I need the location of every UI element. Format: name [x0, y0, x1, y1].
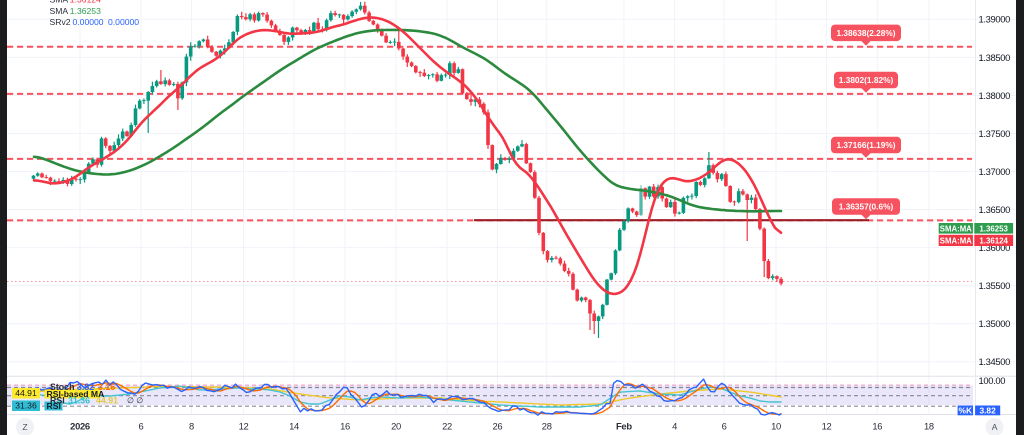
svg-text:Stoch: Stoch: [50, 382, 74, 392]
svg-text:Z: Z: [22, 422, 27, 432]
svg-text:RSI: RSI: [47, 401, 61, 411]
svg-text:2026: 2026: [70, 421, 90, 432]
svg-text:3.16: 3.16: [98, 382, 115, 392]
svg-text:100.00: 100.00: [979, 375, 1006, 386]
svg-text:31.36: 31.36: [15, 401, 37, 411]
svg-text:12: 12: [239, 421, 249, 432]
svg-text:14: 14: [289, 421, 299, 432]
svg-text:6: 6: [139, 421, 144, 432]
svg-text:1.36253: 1.36253: [70, 6, 101, 16]
svg-text:44.91: 44.91: [96, 396, 118, 406]
svg-text:1.36253: 1.36253: [979, 224, 1008, 233]
svg-text:A: A: [992, 422, 998, 432]
svg-text:0.00000: 0.00000: [108, 17, 139, 27]
svg-text:1.36500: 1.36500: [979, 204, 1011, 215]
svg-text:1.36124: 1.36124: [70, 0, 101, 5]
svg-text:SMA:MA: SMA:MA: [940, 236, 972, 245]
svg-text:3.82: 3.82: [77, 382, 94, 392]
svg-text:1.38500: 1.38500: [979, 52, 1011, 63]
svg-text:1.37166(1.19%): 1.37166(1.19%): [836, 140, 895, 150]
svg-text:SMA:MA: SMA:MA: [940, 224, 972, 233]
svg-text:1.36000: 1.36000: [979, 242, 1011, 253]
svg-text:1.34500: 1.34500: [979, 356, 1011, 367]
svg-text:16: 16: [872, 421, 882, 432]
svg-text:RSI-based MA: RSI-based MA: [47, 389, 105, 399]
svg-text:1.35500: 1.35500: [979, 280, 1011, 291]
svg-text:16: 16: [340, 421, 350, 432]
svg-text:1.39000: 1.39000: [979, 14, 1011, 25]
svg-text:1.36124: 1.36124: [979, 236, 1008, 245]
svg-text:SRv2: SRv2: [50, 17, 71, 27]
svg-text:1.36357(0.6%): 1.36357(0.6%): [839, 202, 894, 212]
svg-text:∅ ∅: ∅ ∅: [127, 396, 143, 405]
svg-text:10: 10: [771, 421, 781, 432]
svg-text:SMA: SMA: [50, 6, 69, 16]
svg-text:Feb: Feb: [616, 421, 632, 432]
svg-text:20: 20: [391, 421, 401, 432]
svg-text:12: 12: [822, 421, 832, 432]
svg-text:1.38000: 1.38000: [979, 90, 1011, 101]
svg-text:%K: %K: [959, 405, 973, 415]
svg-text:1.38638(2.28%): 1.38638(2.28%): [836, 28, 895, 38]
svg-text:3.82: 3.82: [979, 405, 996, 415]
svg-text:SMA: SMA: [50, 0, 69, 5]
svg-text:1.37000: 1.37000: [979, 166, 1011, 177]
svg-text:8: 8: [189, 421, 194, 432]
svg-text:RSI: RSI: [50, 396, 65, 406]
svg-text:26: 26: [492, 421, 502, 432]
svg-text:1.37500: 1.37500: [979, 128, 1011, 139]
svg-text:22: 22: [442, 421, 452, 432]
svg-text:1.3802(1.82%): 1.3802(1.82%): [839, 75, 894, 85]
svg-text:6: 6: [722, 421, 727, 432]
svg-text:18: 18: [924, 421, 934, 432]
svg-text:44.91: 44.91: [15, 388, 37, 398]
svg-text:28: 28: [542, 421, 552, 432]
svg-text:0.00000: 0.00000: [73, 17, 104, 27]
svg-text:1.35000: 1.35000: [979, 318, 1011, 329]
svg-text:4: 4: [672, 421, 677, 432]
svg-text:31.36: 31.36: [68, 396, 90, 406]
